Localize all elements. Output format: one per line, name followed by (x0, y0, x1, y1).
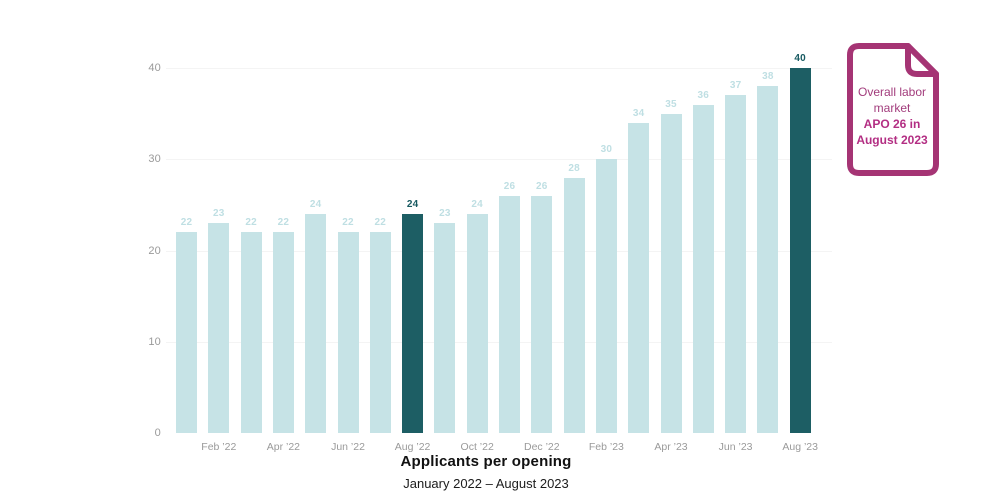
bar-Mar22 (240, 232, 262, 433)
x-axis-tick-label: Jun ’22 (331, 441, 365, 453)
bar-Mar23 (628, 122, 650, 433)
bar-May23 (692, 104, 714, 433)
bar-Aug22 (402, 214, 424, 433)
bar-value-label: 22 (374, 217, 387, 229)
bar-value-label: 26 (536, 180, 548, 192)
x-axis-tick-label: Oct ’22 (460, 441, 494, 453)
bar-value-label: 36 (697, 89, 710, 101)
chart-subtitle: January 2022 – August 2023 (403, 476, 569, 491)
x-axis-tick-label: Jun ’23 (718, 441, 753, 453)
bar-Oct22 (466, 214, 488, 433)
y-axis-tick-label: 30 (148, 153, 161, 166)
bar-value-label: 37 (729, 80, 742, 92)
x-axis-tick-label: Aug ’22 (394, 441, 431, 453)
bar-Jul23 (757, 86, 779, 433)
bar-Jul22 (369, 232, 391, 433)
bar-value-label: 24 (309, 199, 322, 210)
y-axis-tick-label: 40 (148, 62, 161, 74)
annotation-note-text-regular: Overall labor market (857, 85, 927, 115)
bar-Feb22 (208, 223, 230, 433)
annotation-note: Overall labor market APO 26 in August 20… (842, 40, 942, 178)
x-axis-tick-label: Aug ’23 (782, 441, 818, 453)
bar-Feb23 (595, 159, 617, 433)
bar-value-label: 23 (439, 208, 451, 220)
gridline-y30 (166, 159, 832, 161)
x-axis-tick-label: Feb ’22 (201, 441, 237, 453)
annotation-note-text: Overall labor market APO 26 in August 20… (851, 84, 933, 148)
note-page-icon (847, 43, 939, 176)
bar-Dec22 (531, 195, 553, 433)
annotation-note-text-bold: APO 26 in August 2023 (856, 117, 928, 147)
gridline-y40 (166, 68, 832, 69)
y-axis-tick-label: 0 (154, 427, 161, 439)
bar-value-label: 38 (762, 71, 774, 83)
bar-value-label: 24 (471, 199, 483, 210)
bar-Aug23 (789, 68, 811, 433)
bar-value-label: 40 (794, 53, 806, 64)
bar-Jan22 (176, 232, 197, 433)
chart-title: Applicants per opening (400, 453, 572, 470)
bar-value-label: 22 (342, 217, 354, 229)
bar-value-label: 30 (600, 144, 613, 156)
bar-Jun22 (337, 232, 359, 433)
x-axis-tick-label: Dec ’22 (523, 441, 560, 453)
bar-value-label: 26 (503, 180, 516, 192)
bar-May22 (305, 214, 327, 433)
bar-Jun23 (725, 95, 747, 433)
bar-value-label: 22 (180, 217, 193, 229)
bar-Apr23 (660, 113, 682, 433)
x-axis-tick-label: Apr ’23 (654, 441, 688, 453)
bar-value-label: 22 (277, 217, 290, 229)
x-axis-tick-label: Feb ’23 (588, 441, 624, 453)
bar-Apr22 (272, 232, 294, 433)
bar-value-label: 23 (213, 208, 225, 220)
x-axis-tick-label: Apr ’22 (266, 441, 301, 453)
bar-value-label: 35 (665, 98, 677, 110)
bar-value-label: 22 (245, 217, 257, 229)
bar-value-label: 28 (568, 162, 580, 174)
bar-value-label: 34 (632, 107, 645, 119)
y-axis-tick-label: 20 (148, 244, 161, 257)
y-axis-tick-label: 10 (148, 335, 161, 348)
bar-value-label: 24 (406, 199, 419, 210)
bar-Nov22 (499, 195, 520, 433)
bar-Sep22 (434, 223, 456, 433)
bar-Jan23 (563, 177, 585, 433)
